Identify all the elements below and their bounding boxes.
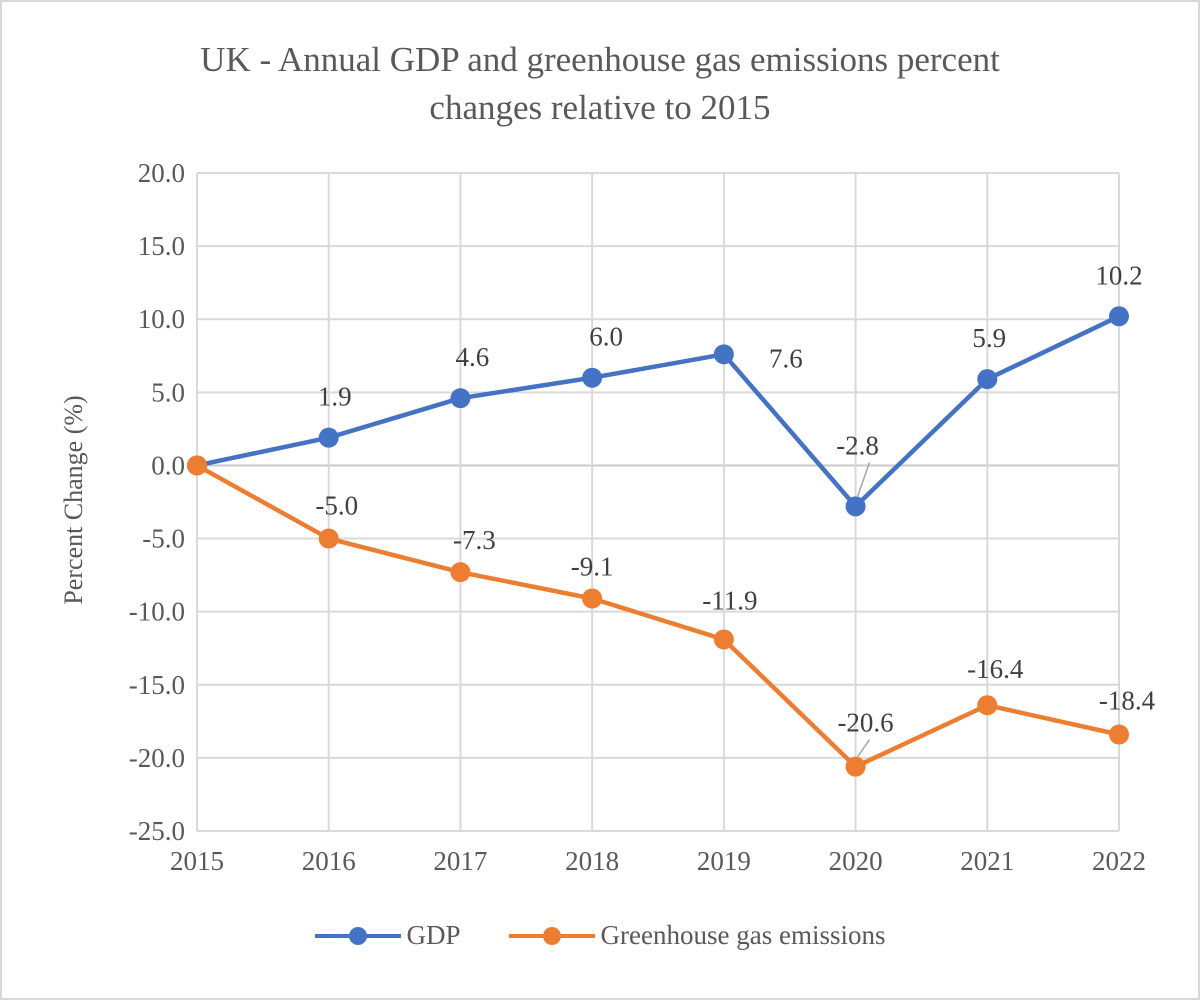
series-line: [195, 463, 1120, 769]
chart-title-line-1: UK - Annual GDP and greenhouse gas emiss…: [200, 40, 1000, 79]
data-point: [582, 367, 603, 388]
data-point: [977, 695, 998, 716]
x-tick-label: 2020: [829, 846, 883, 876]
y-tick-label: -20.0: [129, 743, 185, 773]
chart-title: UK - Annual GDP and greenhouse gas emiss…: [0, 36, 1200, 132]
data-label: -2.8: [836, 430, 879, 460]
label-leader-line: [856, 462, 871, 497]
series-layer: 1.9 4.6 6.0 7.6 -2.8 5.9 10.2 -5.0 -7.3 -9.1 -11.9…: [187, 260, 1156, 777]
chart-title-line-2: changes relative to 2015: [429, 88, 771, 127]
data-point: [450, 562, 471, 583]
y-axis-ticks: 20.0 15.0 10.0 5.0 0.0 -5.0 -10.0 -15.0 -20.0 -25…: [129, 158, 185, 846]
data-label: -11.9: [702, 585, 757, 615]
data-label: 10.2: [1095, 260, 1142, 290]
x-tick-label: 2021: [960, 846, 1014, 876]
data-point: [713, 344, 734, 365]
x-tick-label: 2019: [697, 846, 751, 876]
series-line: [196, 314, 1120, 509]
data-point: [187, 455, 207, 476]
y-tick-label: -5.0: [142, 524, 185, 554]
data-label: -18.4: [1099, 685, 1156, 715]
y-tick-label: -25.0: [129, 816, 185, 846]
x-tick-label: 2022: [1092, 846, 1146, 876]
data-point: [1109, 306, 1129, 327]
data-label: -7.3: [453, 525, 496, 555]
data-point: [977, 369, 998, 390]
data-point: [318, 528, 339, 549]
x-tick-label: 2015: [170, 846, 224, 876]
data-label: 6.0: [589, 322, 623, 352]
y-axis-label: Percent Change (%): [59, 395, 88, 604]
x-axis-ticks: 2015 2016 2017 2018 2019 2020 2021 2022: [170, 846, 1146, 876]
x-tick-label: 2017: [433, 846, 487, 876]
legend-label-emissions: Greenhouse gas emissions: [600, 920, 886, 950]
y-tick-label: 10.0: [138, 304, 185, 334]
y-tick-label: -10.0: [129, 597, 185, 627]
data-point: [845, 496, 866, 517]
legend-item-gdp: GDP: [314, 920, 461, 951]
y-tick-label: 20.0: [138, 158, 185, 188]
legend-item-emissions: Greenhouse gas emissions: [508, 920, 886, 951]
gridlines: [196, 172, 1120, 832]
data-point: [318, 427, 339, 448]
x-tick-label: 2016: [302, 846, 356, 876]
data-label: 5.9: [972, 323, 1006, 353]
legend-label-gdp: GDP: [406, 920, 461, 950]
data-label: 7.6: [769, 343, 803, 373]
data-point: [845, 756, 866, 777]
data-label: -20.6: [837, 708, 893, 738]
data-point: [1109, 724, 1129, 745]
series-gdp: 1.9 4.6 6.0 7.6 -2.8 5.9 10.2: [187, 260, 1143, 517]
data-label: -9.1: [571, 552, 614, 582]
data-point: [713, 629, 734, 650]
y-tick-label: 15.0: [138, 231, 185, 261]
gdp-line-marker-icon: [314, 926, 401, 945]
y-tick-label: -15.0: [129, 670, 185, 700]
data-label: -5.0: [315, 491, 358, 521]
label-leader-line: [856, 739, 871, 758]
data-point: [582, 588, 603, 609]
data-label: 1.9: [318, 382, 352, 412]
legend: GDP Greenhouse gas emissions: [0, 920, 1200, 951]
data-point: [450, 388, 471, 409]
series-emissions: -5.0 -7.3 -9.1 -11.9 -20.6 -16.4 -18.4: [187, 455, 1156, 777]
data-label: 4.6: [456, 342, 490, 372]
x-tick-label: 2018: [565, 846, 619, 876]
data-label: -16.4: [967, 654, 1024, 684]
emissions-line-marker-icon: [508, 926, 595, 945]
y-tick-label: 0.0: [151, 450, 185, 480]
y-tick-label: 5.0: [151, 377, 185, 407]
